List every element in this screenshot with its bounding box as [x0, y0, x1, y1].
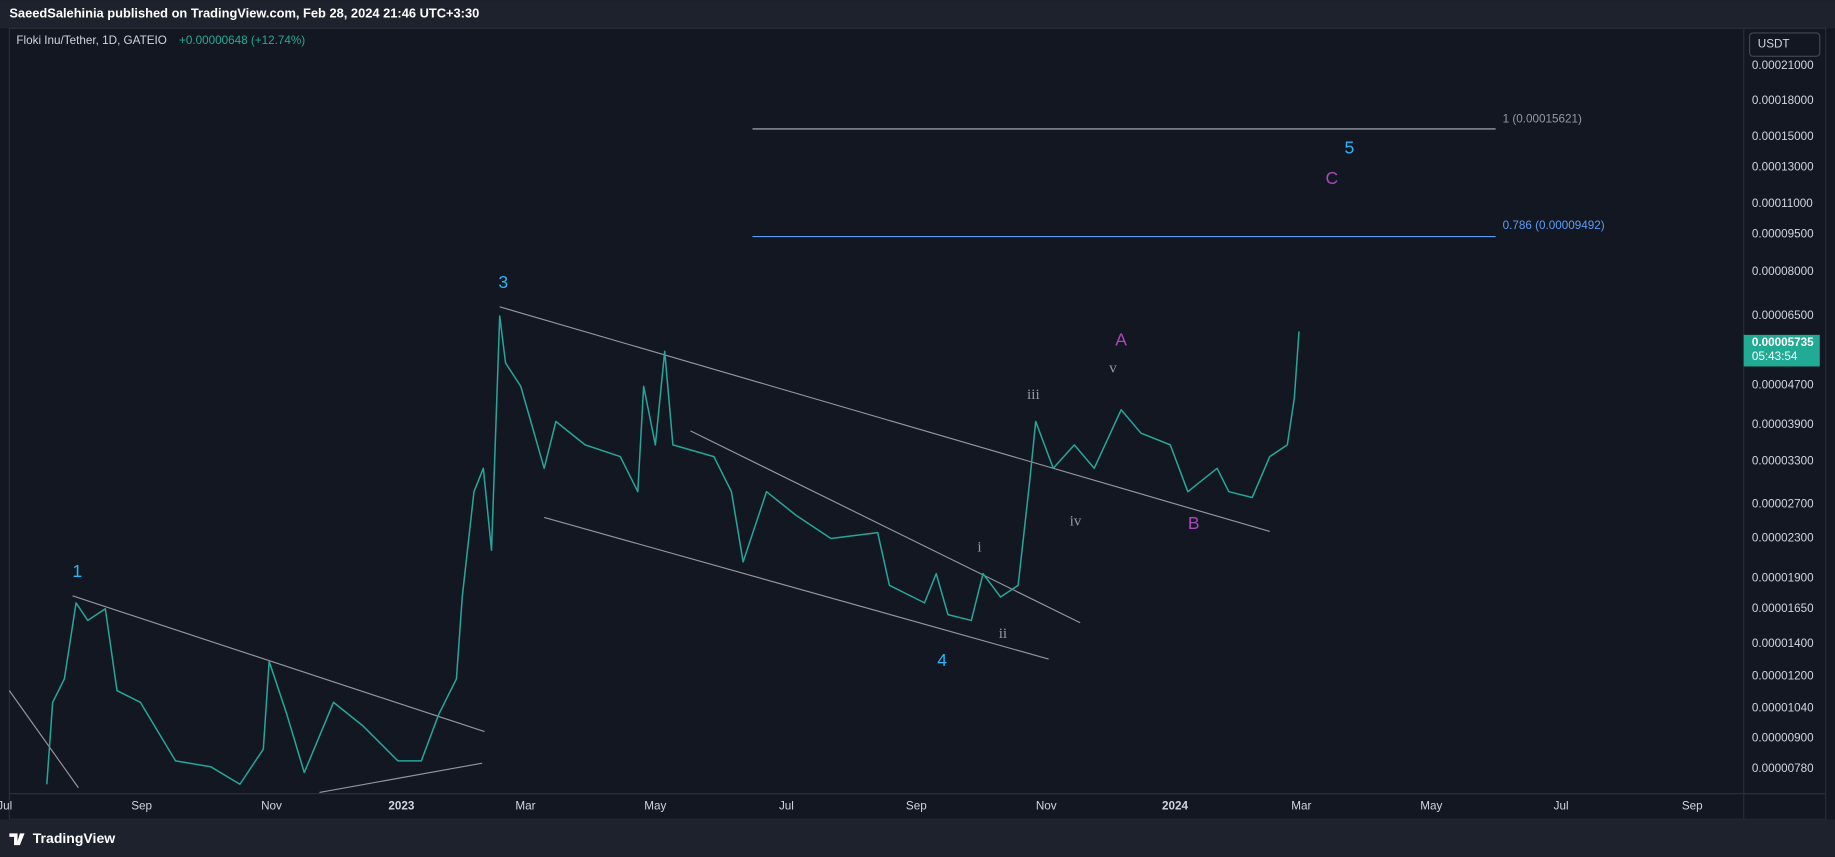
wave-label: 3	[498, 272, 508, 292]
price-label: 0.00003900	[1752, 418, 1814, 431]
price-label: 0.00013000	[1752, 161, 1814, 174]
countdown: 05:43:54	[1752, 350, 1798, 363]
price-label: 0.00021000	[1752, 59, 1814, 72]
price-label: 0.00001040	[1752, 701, 1814, 714]
time-label: Jul	[779, 800, 794, 813]
symbol-change: +0.00000648 (+12.74%)	[179, 34, 305, 47]
wave-label: v	[1109, 359, 1117, 376]
wave-label: B	[1188, 513, 1200, 533]
time-labels: Jul Sep Nov 2023 Mar May Jul Sep Nov 202…	[0, 800, 1703, 813]
time-label: Jul	[0, 800, 12, 813]
price-label: 0.00002700	[1752, 498, 1814, 511]
wave-label: ii	[999, 625, 1007, 642]
footer-bar	[0, 819, 1835, 857]
wave-label: A	[1115, 329, 1127, 349]
currency[interactable]: USDT	[1758, 38, 1790, 51]
time-label: Sep	[906, 800, 927, 813]
time-label: May	[1420, 800, 1442, 813]
time-label: Sep	[131, 800, 152, 813]
trend-line	[72, 595, 485, 733]
current-price-tag	[1743, 334, 1820, 367]
time-label: Jul	[1554, 800, 1569, 813]
price-label: 0.00011000	[1752, 197, 1813, 210]
brand: TradingView	[33, 830, 115, 846]
price-trace	[46, 315, 1300, 786]
price-label: 0.00001900	[1752, 571, 1814, 584]
wave-label: 4	[937, 650, 947, 670]
fib-label: 0.786 (0.00009492)	[1503, 219, 1605, 232]
time-label: 2023	[388, 800, 415, 813]
price-label: 0.00018000	[1752, 94, 1814, 107]
trend-line	[319, 762, 483, 794]
price-label: 0.00001200	[1752, 670, 1814, 683]
wave-label: iv	[1070, 513, 1082, 530]
currency-button[interactable]	[1748, 32, 1821, 57]
fib-label: 1 (0.00015621)	[1503, 113, 1582, 126]
publisher: SaeedSalehinia published on TradingView.…	[9, 6, 479, 21]
current-price: 0.00005735	[1752, 336, 1814, 349]
wave-label: 1	[72, 561, 82, 581]
wave-label: C	[1325, 168, 1338, 188]
price-label: 0.00000900	[1752, 732, 1814, 745]
header-bar	[0, 0, 1835, 29]
wave-label: iii	[1027, 386, 1040, 403]
time-label: Nov	[261, 800, 282, 813]
price-label: 0.00001400	[1752, 637, 1814, 650]
chart-pane	[8, 27, 1827, 820]
price-label: 0.00002300	[1752, 532, 1814, 545]
time-label: Sep	[1682, 800, 1703, 813]
price-label: 0.00004700	[1752, 378, 1814, 391]
trend-line	[544, 516, 1049, 660]
price-label: 0.00003300	[1752, 454, 1814, 467]
brand-logo	[9, 833, 25, 846]
trend-lines	[8, 306, 1270, 794]
time-label: Nov	[1036, 800, 1057, 813]
time-label: Mar	[1291, 800, 1311, 813]
trend-line	[499, 306, 1270, 533]
time-label: 2024	[1162, 800, 1189, 813]
price-label: 0.00009500	[1752, 227, 1814, 240]
price-label: 0.00008000	[1752, 265, 1814, 278]
symbol-name: Floki Inu/Tether, 1D, GATEIO	[16, 34, 166, 47]
trend-line	[8, 690, 79, 789]
price-label: 0.00000780	[1752, 762, 1814, 775]
time-label: Mar	[515, 800, 535, 813]
wave-label: i	[977, 538, 981, 555]
price-label: 0.00001650	[1752, 602, 1814, 615]
wave-label: 5	[1344, 137, 1354, 157]
trend-line	[690, 430, 1081, 624]
price-labels: 0.00021000 0.00018000 0.00015000 0.00013…	[1752, 59, 1814, 775]
price-label: 0.00015000	[1752, 130, 1814, 143]
wave-labels: 1 3 4 5 A B C i ii iii iv v	[72, 137, 1354, 670]
price-label: 0.00006500	[1752, 309, 1814, 322]
time-label: May	[644, 800, 666, 813]
